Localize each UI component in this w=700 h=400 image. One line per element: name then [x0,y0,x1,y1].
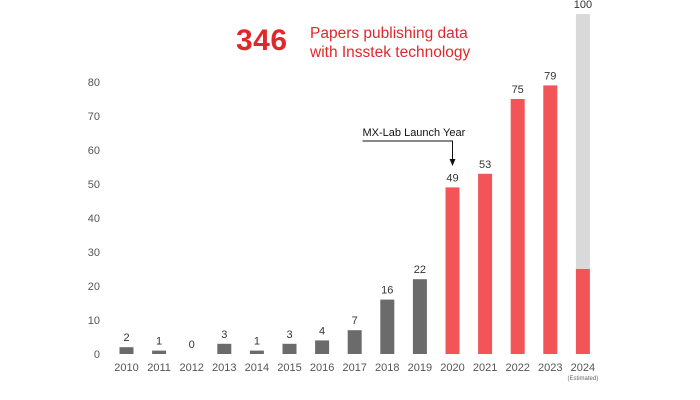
bar [478,173,493,354]
y-tick-label: 30 [88,247,100,259]
x-tick-label: 2011 [147,362,171,374]
bar [282,343,297,354]
x-tick-label: 2013 [212,362,236,374]
y-tick-label: 0 [94,349,100,361]
annotation-arrowhead [449,159,456,166]
bar [412,279,427,354]
value-label: 22 [414,264,426,276]
x-tick-label: 2018 [375,362,399,374]
value-label: 1 [254,336,260,348]
bar [543,85,558,355]
bar [445,187,460,354]
y-tick-label: 40 [88,213,100,225]
x-tick-label: 2023 [538,362,562,374]
x-tick-label: 2015 [277,362,301,374]
bar [152,350,167,354]
x-tick-label: 2017 [342,362,366,374]
subtitle-line-1: Papers publishing data [310,25,468,42]
value-label: 7 [352,315,358,327]
x-tick-label: 2010 [114,362,138,374]
value-label: 3 [286,329,292,341]
chart-subtitle: Papers publishing data with Insstek tech… [310,24,470,62]
x-tick-label: 2024 [571,362,595,374]
bar [119,347,134,354]
bar [249,350,264,354]
value-labels-group: 2 1 0 3 1 3 4 7 16 22 49 53 75 79 100 [123,0,592,351]
x-tick-label: 2021 [473,362,497,374]
bar [380,299,395,354]
y-tick-label: 50 [88,179,100,191]
bar-estimated-remainder [575,14,590,269]
bars-group [119,14,590,355]
annotation-arrow-line [362,140,453,160]
value-label: 100 [574,0,592,11]
bar [347,330,362,354]
value-label: 16 [381,285,393,297]
y-tick-label: 60 [88,145,100,157]
value-label: 75 [512,84,524,96]
y-tick-label: 80 [88,77,100,89]
annotation-group: MX-Lab Launch Year [362,127,466,166]
bar [315,340,330,354]
x-tick-label: 2014 [245,362,269,374]
annotation-label: MX-Lab Launch Year [363,127,466,139]
x-tick-label: 2016 [310,362,334,374]
bar [217,343,232,354]
y-axis-ticks: 0 10 20 30 40 50 60 70 80 [88,77,100,361]
x-tick-label: 2020 [440,362,464,374]
value-label: 3 [221,329,227,341]
y-tick-label: 70 [88,111,100,123]
value-label: 49 [446,172,458,184]
total-papers-count: 346 [236,24,288,57]
value-label: 2 [123,332,129,344]
x-tick-label: 2012 [179,362,203,374]
x-tick-label: 2019 [408,362,432,374]
x-tick-label: 2022 [505,362,529,374]
value-label: 1 [156,336,162,348]
category-labels-group: 2010 2011 2012 2013 2014 2015 2016 2017 2018 2019… [114,362,598,382]
value-label: 4 [319,325,325,337]
value-label: 79 [544,70,556,82]
y-tick-label: 20 [88,281,100,293]
value-label: 0 [189,339,195,351]
subtitle-line-2: with Insstek technology [310,44,471,61]
y-tick-label: 10 [88,315,100,327]
bar [510,99,525,354]
x-tick-note: (Estimated) [568,376,599,382]
bar-estimated-actual [575,269,590,354]
value-label: 53 [479,159,491,171]
